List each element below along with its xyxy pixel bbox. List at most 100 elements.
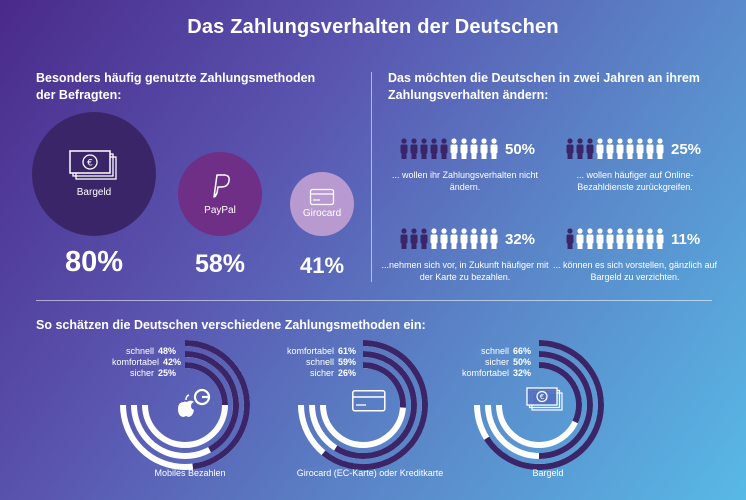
- person-icon-filled: [410, 228, 418, 249]
- person-icon-filled: [400, 138, 408, 159]
- bubble-value-girocard: 41%: [299, 253, 345, 278]
- person-icon-filled: [566, 138, 574, 159]
- person-icon: [576, 228, 584, 249]
- radial-chart-mobile: [120, 340, 250, 470]
- ring-bar-schnell: [484, 340, 604, 470]
- ring-bar-schnell: [184, 340, 250, 470]
- pictogram-icons: [566, 228, 664, 249]
- pictogram-description: ... wollen ihr Zahlungsverhalten nicht ä…: [391, 170, 539, 192]
- bubble-girocard: Girocard: [290, 172, 354, 236]
- pictogram-description: ... wollen häufiger auf Online-Bezahldie…: [576, 170, 694, 192]
- pictogram-description: ...nehmen sich vor, in Zukunft häufiger …: [381, 260, 549, 282]
- svg-text:€: €: [87, 158, 93, 168]
- person-icon: [616, 228, 624, 249]
- series-name: komfortabel: [461, 368, 509, 378]
- horizontal-divider: [36, 300, 712, 301]
- person-icon-filled: [430, 138, 438, 159]
- person-icon: [596, 138, 604, 159]
- left-section-heading: Besonders häufig genutzte Zahlungsmethod…: [36, 71, 316, 102]
- series-value: 61%: [338, 346, 357, 356]
- person-icon: [646, 228, 654, 249]
- series-name: sicher: [484, 357, 509, 367]
- ring-bar-schnell: [334, 351, 417, 459]
- ring-bar-sicher: [538, 351, 593, 459]
- person-icon: [586, 228, 594, 249]
- series-value: 26%: [338, 368, 357, 378]
- person-icon: [450, 228, 458, 249]
- series-name: komfortabel: [112, 357, 160, 367]
- person-icon: [606, 228, 614, 249]
- pictogram-value: 32%: [505, 231, 536, 248]
- series-name: schnell: [125, 346, 154, 356]
- person-icon: [596, 228, 604, 249]
- banknote-icon: €: [69, 149, 117, 180]
- person-icon: [490, 228, 498, 249]
- ring-legend-mobile: schnell 48% komfortabel 42% sicher 25%: [112, 346, 184, 379]
- ring-caption-cash: Bargeld: [532, 468, 564, 478]
- pictogram-value: 50%: [505, 141, 536, 158]
- banknote-icon: €: [526, 387, 563, 411]
- series-value: 42%: [163, 357, 182, 367]
- ring-bar-komfortabel: [321, 340, 428, 470]
- person-icon: [470, 228, 478, 249]
- ring-legend-cash: schnell 66% sicher 50% komfortabel 32%: [455, 346, 539, 379]
- bubble-label: Girocard: [302, 208, 342, 219]
- series-value: 66%: [513, 346, 532, 356]
- person-icon-filled: [420, 228, 428, 249]
- bubble-label: Bargeld: [76, 186, 112, 198]
- bubble-value-paypal: 58%: [194, 250, 246, 278]
- person-icon: [430, 228, 438, 249]
- person-icon: [490, 138, 498, 159]
- person-icon: [616, 138, 624, 159]
- person-icon-filled: [576, 138, 584, 159]
- person-icon: [636, 228, 644, 249]
- bubble-paypal: PayPal: [178, 152, 262, 236]
- pictogram-description: ... können es sich vorstellen, gänzlich …: [552, 260, 718, 282]
- person-icon: [440, 228, 448, 249]
- person-icon: [636, 138, 644, 159]
- pictogram-row: [566, 138, 666, 165]
- card-icon: [309, 188, 335, 206]
- person-icon: [656, 138, 664, 159]
- pictogram-row: [400, 228, 500, 255]
- series-name: schnell: [305, 357, 334, 367]
- ring-legend-card: komfortabel 61% schnell 59% sicher 26%: [280, 346, 364, 379]
- pictogram-value: 11%: [671, 231, 701, 248]
- ring-caption-mobile: Mobiles Bezahlen: [154, 468, 226, 478]
- pictogram-icons: [400, 228, 498, 249]
- person-icon-filled: [440, 138, 448, 159]
- ring-bar-sicher: [184, 362, 228, 406]
- series-name: schnell: [480, 346, 509, 356]
- bubble-value-bargeld: 80%: [64, 246, 124, 278]
- series-value: 59%: [338, 357, 357, 367]
- person-icon: [480, 228, 488, 249]
- person-icon-filled: [410, 138, 418, 159]
- person-icon: [606, 138, 614, 159]
- person-icon-filled: [400, 228, 408, 249]
- series-value: 48%: [158, 346, 177, 356]
- svg-text:€: €: [540, 393, 544, 401]
- person-icon: [626, 138, 634, 159]
- person-icon: [460, 228, 468, 249]
- ring-bar-sicher: [362, 362, 406, 408]
- pictogram-icons: [400, 138, 498, 159]
- person-icon-filled: [566, 228, 574, 249]
- right-section-heading: Das möchten die Deutschen in zwei Jahren…: [388, 71, 700, 102]
- ring-caption-card: Girocard (EC-Karte) oder Kreditkarte: [296, 468, 444, 478]
- bubble-bargeld: € Bargeld: [32, 112, 156, 236]
- series-value: 32%: [513, 368, 532, 378]
- series-name: sicher: [129, 368, 154, 378]
- series-value: 50%: [513, 357, 532, 367]
- person-icon: [470, 138, 478, 159]
- series-value: 25%: [158, 368, 177, 378]
- person-icon: [646, 138, 654, 159]
- apple-google-pay-icon: [178, 388, 211, 417]
- person-icon-filled: [586, 138, 594, 159]
- series-name: sicher: [309, 368, 334, 378]
- ring-bar-komfortabel: [538, 362, 582, 424]
- paypal-icon: [213, 173, 230, 198]
- radial-chart-card: [298, 340, 428, 470]
- bubble-label: PayPal: [204, 204, 236, 216]
- card-icon: [352, 390, 386, 412]
- bottom-section-heading: So schätzen die Deutschen verschiedene Z…: [36, 318, 426, 332]
